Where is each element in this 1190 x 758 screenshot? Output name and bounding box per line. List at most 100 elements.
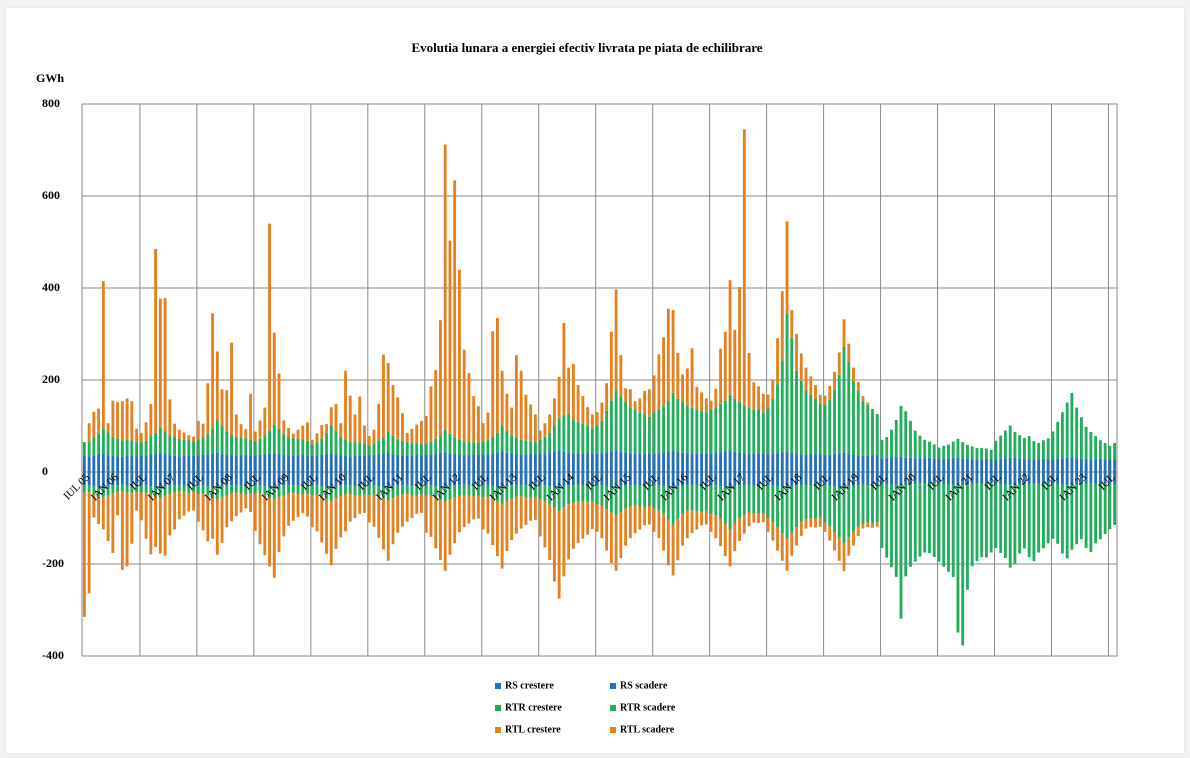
bar-segment — [272, 472, 276, 489]
bar-segment — [415, 472, 419, 487]
bar-segment — [263, 495, 267, 556]
bar-segment — [462, 484, 466, 495]
bar-segment — [818, 454, 822, 472]
bar-segment — [980, 448, 984, 460]
y-tick-label: 200 — [42, 372, 60, 386]
bar-segment — [325, 424, 328, 434]
bar-segment — [723, 523, 727, 557]
legend-swatch — [495, 705, 501, 711]
bar-segment — [163, 454, 167, 472]
bar-segment — [776, 486, 779, 528]
bar-segment — [149, 436, 153, 455]
bar-segment — [1108, 472, 1112, 484]
bar-segment — [704, 398, 708, 413]
bar-segment — [320, 496, 324, 543]
bar-segment — [833, 371, 836, 391]
bar-segment — [377, 486, 381, 497]
bar-segment — [966, 472, 969, 484]
bar-segment — [277, 373, 281, 429]
bar-segment — [1018, 472, 1022, 485]
bar-segment — [367, 455, 371, 472]
bar-segment — [462, 455, 466, 472]
bar-segment — [382, 487, 385, 499]
bar-segment — [529, 441, 533, 455]
bar-segment — [496, 452, 499, 472]
bar-segment — [154, 432, 158, 454]
bar-segment — [453, 180, 457, 438]
bar-segment — [866, 455, 870, 472]
bar-segment — [571, 502, 575, 549]
bar-segment — [396, 397, 400, 439]
bar-segment — [923, 439, 927, 459]
bar-segment — [405, 455, 409, 472]
bar-segment — [344, 494, 347, 532]
bar-segment — [277, 428, 281, 455]
bar-segment — [842, 488, 846, 544]
bar-segment — [215, 420, 219, 453]
bar-segment — [173, 423, 177, 438]
legend-label: RS scadere — [620, 680, 668, 691]
bar-segment — [643, 391, 647, 415]
bar-segment — [628, 485, 632, 507]
bar-segment — [790, 452, 794, 472]
bar-segment — [510, 472, 514, 486]
bar-segment — [961, 472, 965, 485]
bar-segment — [372, 485, 376, 495]
bar-segment — [253, 431, 257, 441]
bar-segment — [424, 415, 428, 444]
bar-segment — [1094, 459, 1098, 472]
legend-swatch — [495, 683, 501, 689]
bar-segment — [144, 455, 148, 472]
bar-segment — [605, 472, 609, 487]
bar-segment — [947, 458, 950, 472]
bar-segment — [211, 497, 214, 539]
bar-segment — [828, 385, 832, 400]
bar-segment — [529, 497, 533, 521]
bar-segment — [928, 483, 931, 553]
bar-segment — [1051, 459, 1055, 472]
bar-segment — [158, 472, 162, 489]
bar-segment — [1070, 472, 1074, 486]
bar-segment — [182, 439, 186, 456]
bar-segment — [372, 472, 376, 486]
bar-segment — [861, 400, 865, 456]
bar-segment — [909, 457, 912, 472]
bar-segment — [462, 349, 466, 442]
bar-segment — [135, 442, 139, 457]
bar-segment — [329, 425, 333, 454]
bar-segment — [434, 453, 438, 472]
bar-segment — [557, 511, 561, 599]
grid — [82, 103, 1117, 657]
bar-segment — [92, 437, 96, 456]
bar-segment — [714, 388, 718, 408]
bar-segment — [282, 472, 286, 486]
bar-segment — [904, 484, 908, 577]
bar-segment — [586, 486, 590, 503]
bar-segment — [704, 472, 708, 486]
bar-segment — [609, 331, 613, 401]
bar-segment — [994, 483, 998, 548]
bar-segment — [258, 438, 262, 455]
bar-segment — [87, 472, 91, 486]
bar-segment — [894, 484, 898, 577]
bar-segment — [377, 496, 381, 538]
bar-segment — [671, 310, 675, 393]
bar-segment — [747, 408, 751, 455]
bar-segment — [742, 485, 746, 516]
bar-segment — [685, 368, 689, 406]
bar-segment — [923, 472, 927, 484]
bar-segment — [633, 454, 637, 472]
bar-segment — [144, 492, 148, 539]
bar-segment — [951, 441, 955, 458]
bar-segment — [1004, 430, 1007, 459]
bar-segment — [690, 348, 694, 409]
bar-segment — [429, 386, 433, 442]
bar-segment — [823, 522, 827, 532]
bar-segment — [928, 441, 931, 458]
bar-segment — [871, 454, 874, 472]
bar-segment — [842, 472, 846, 489]
bar-segment — [220, 389, 224, 426]
bar-segment — [700, 392, 703, 411]
bar-segment — [780, 291, 784, 361]
legend-label: RS crestere — [505, 680, 554, 691]
